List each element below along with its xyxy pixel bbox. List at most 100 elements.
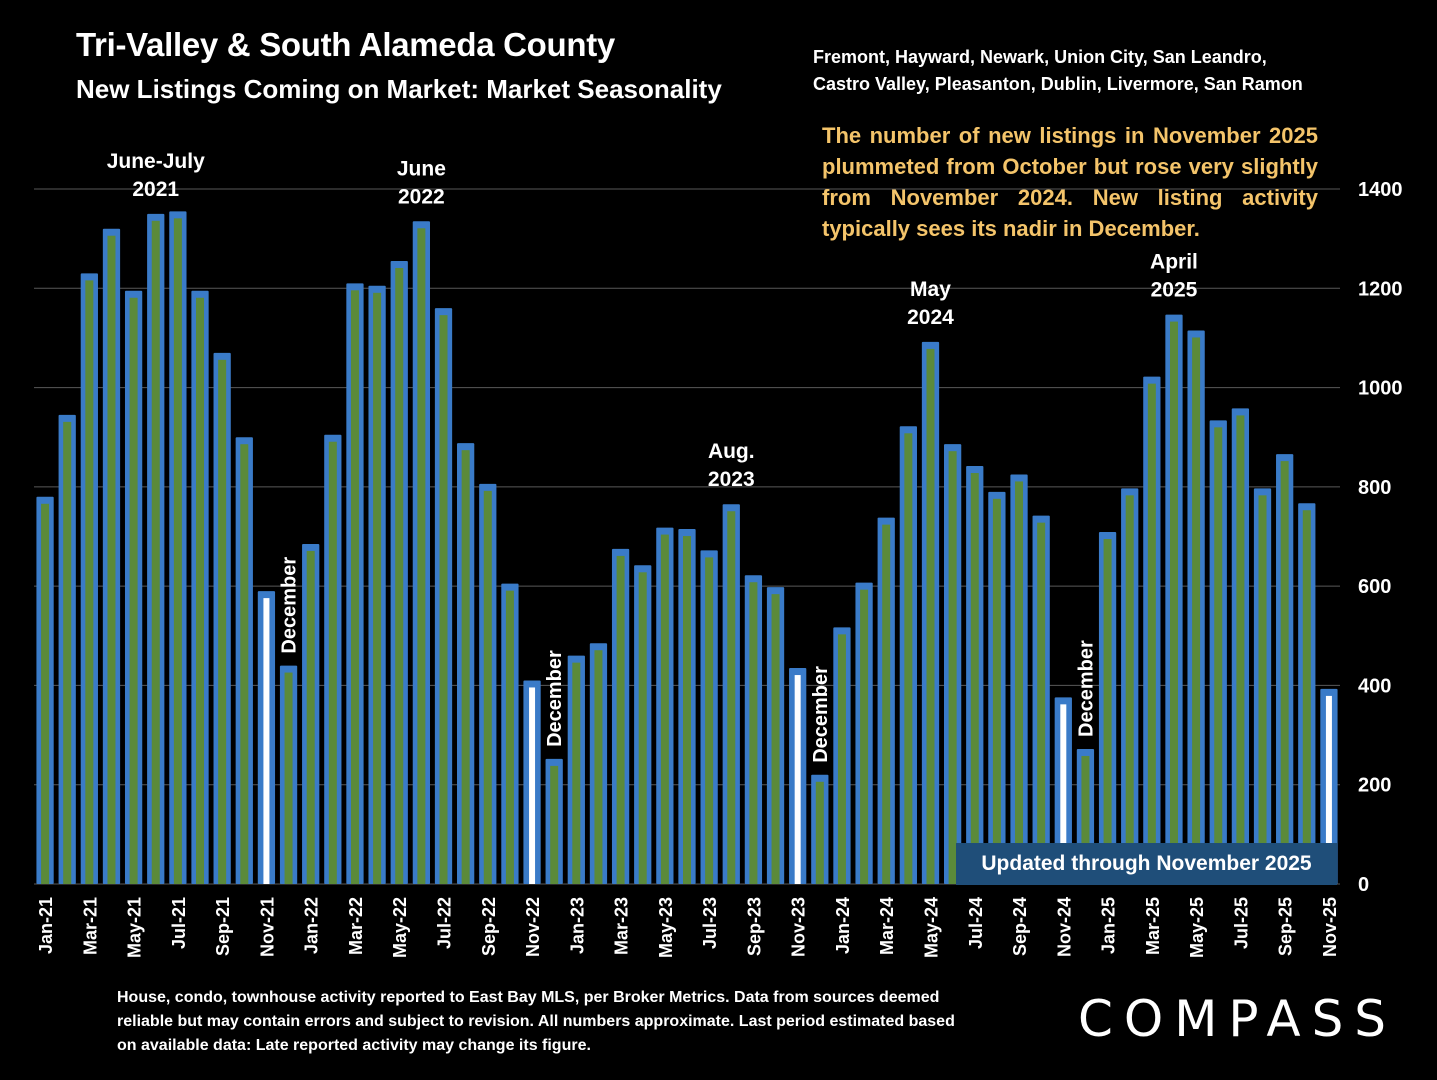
december-labels: December December December December (279, 557, 1098, 763)
x-tick-label: Sep-23 (744, 897, 764, 956)
bar-core (882, 524, 891, 884)
bar-november-core (1060, 704, 1067, 884)
bar-series (36, 211, 1338, 885)
bar-core (395, 267, 404, 884)
bar-core (1147, 383, 1156, 884)
x-tick-label: Jul-21 (169, 897, 189, 949)
chart-subtitle: New Listings Coming on Market: Market Se… (76, 74, 722, 104)
y-tick-label: 200 (1358, 775, 1391, 797)
region-line-1: Fremont, Hayward, Newark, Union City, Sa… (813, 47, 1267, 67)
bar-core (417, 228, 426, 885)
region-list: Fremont, Hayward, Newark, Union City, Sa… (813, 44, 1333, 98)
bar-core (1214, 427, 1223, 884)
bar-core (284, 672, 293, 884)
bar-core (572, 662, 581, 884)
bar-november-core (529, 687, 536, 884)
x-tick-label: May-25 (1187, 897, 1207, 958)
y-axis-tick-labels: 0 200 400 600 800 1000 1200 1400 (1358, 179, 1403, 896)
bar-core (638, 572, 647, 884)
source-footnote: House, condo, townhouse activity reporte… (117, 989, 955, 1054)
bar-november-core (263, 598, 270, 884)
peak-annotations: June-July 2021 June 2022 Aug. 2023 May 2024 Apri… (107, 150, 1198, 491)
bar-core (129, 297, 138, 885)
bar-core (1302, 510, 1311, 884)
x-tick-label: Jan-25 (1099, 897, 1119, 954)
x-tick-label: Nov-22 (523, 897, 543, 957)
peak-annotation-label: June-July (107, 150, 205, 173)
bar-core (749, 582, 758, 884)
peak-annotation-label: Aug. (708, 440, 755, 463)
bar-core (439, 315, 448, 885)
bar-core (505, 590, 514, 884)
bar-core (1280, 461, 1289, 884)
x-tick-label: Jan-22 (302, 897, 322, 954)
x-tick-label: Jan-23 (567, 897, 587, 954)
x-tick-label: May-21 (125, 897, 145, 958)
bar-core (594, 650, 603, 884)
bar-core (173, 218, 182, 884)
x-tick-label: May-22 (390, 897, 410, 958)
compass-logo: COMPASS (1078, 990, 1398, 1048)
december-label: December (810, 666, 832, 763)
x-tick-label: Sep-24 (1010, 897, 1030, 956)
bar-core (240, 444, 249, 884)
x-tick-label: Mar-21 (80, 897, 100, 955)
bar-core (63, 421, 72, 884)
bar-core (107, 235, 116, 884)
bar-core (1125, 495, 1134, 884)
peak-annotation-label: 2024 (907, 306, 954, 329)
peak-annotation-label: May (910, 278, 951, 301)
x-tick-label: Mar-23 (612, 897, 632, 955)
x-tick-label: Jul-25 (1231, 897, 1251, 949)
bar-core (660, 534, 669, 884)
peak-annotation-label: 2022 (398, 185, 445, 208)
bar-core (727, 511, 736, 884)
x-tick-label: Nov-21 (257, 897, 277, 957)
x-tick-label: Mar-25 (1143, 897, 1163, 955)
x-tick-label: Jul-23 (700, 897, 720, 949)
peak-annotation-label: April (1150, 251, 1198, 274)
december-label: December (279, 557, 301, 654)
bar-core (1081, 755, 1090, 884)
x-tick-label: Mar-22 (346, 897, 366, 955)
x-tick-label: Sep-21 (213, 897, 233, 956)
y-tick-label: 400 (1358, 675, 1391, 697)
peak-annotation-label: 2023 (708, 468, 755, 491)
x-tick-label: Nov-23 (789, 897, 809, 957)
x-tick-label: Sep-25 (1276, 897, 1296, 956)
bar-core (1103, 539, 1112, 884)
bar-core (860, 589, 869, 884)
bar-core (483, 490, 492, 884)
x-tick-label: Jan-24 (833, 897, 853, 954)
y-tick-label: 600 (1358, 576, 1391, 598)
bar-core (41, 503, 50, 884)
peak-annotation-label: 2021 (132, 178, 179, 201)
bar-core (328, 441, 337, 884)
bar-core (550, 765, 559, 884)
bar-core (926, 348, 935, 884)
bar-core (350, 290, 359, 885)
x-tick-label: Nov-24 (1054, 897, 1074, 957)
updated-through-badge: Updated through November 2025 (956, 843, 1337, 885)
bar-core (461, 450, 470, 884)
bar-core (85, 280, 94, 885)
x-tick-label: Sep-22 (479, 897, 499, 956)
bar-core (904, 433, 913, 884)
bar-core (218, 359, 227, 885)
y-tick-label: 0 (1358, 874, 1369, 896)
bar-core (1192, 337, 1201, 884)
bar-core (151, 220, 160, 885)
bar-core (683, 536, 691, 884)
bar-core (196, 297, 205, 885)
x-tick-label: May-24 (921, 897, 941, 958)
y-tick-label: 1000 (1358, 378, 1403, 400)
december-label: December (544, 650, 566, 747)
bar-core (1169, 321, 1178, 884)
peak-annotation-label: 2025 (1151, 279, 1198, 302)
bar-core (837, 634, 846, 884)
bar-core (948, 451, 957, 884)
x-tick-label: Jan-21 (36, 897, 56, 954)
bar-november-core (794, 675, 801, 884)
bar-core (616, 555, 625, 884)
